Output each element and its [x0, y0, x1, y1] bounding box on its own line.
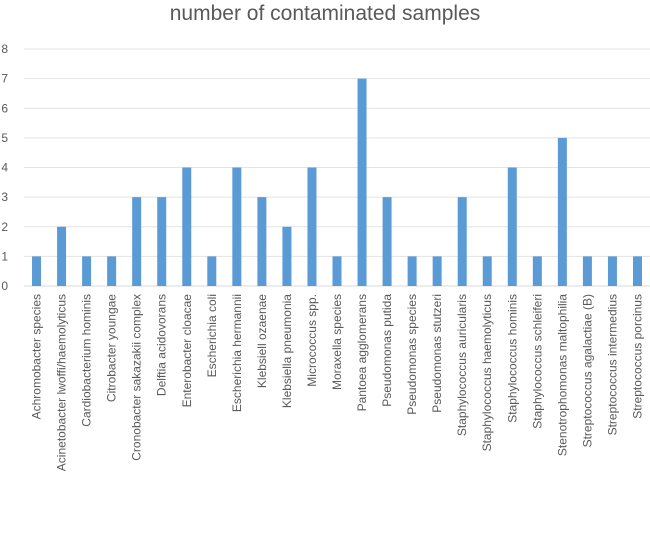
x-tick-label: Acinetobacter lwoffi/haemolyticus	[55, 294, 69, 471]
y-tick-label: 8	[1, 42, 8, 56]
x-tick-label: Citrobacter youngae	[105, 294, 119, 402]
x-axis-labels: Achromobacter species Acinetobacter lwoff…	[30, 294, 645, 472]
x-tick-label: Micrococcus spp.	[305, 294, 319, 387]
bar	[532, 256, 542, 286]
y-tick-label: 1	[1, 249, 8, 263]
y-tick-label: 7	[1, 72, 8, 86]
x-tick-label: Klebsiell ozaenae	[255, 294, 269, 388]
x-tick-label: Delftia acidovorans	[155, 294, 169, 396]
bars	[32, 78, 642, 286]
y-axis-ticks: 0 1 2 3 4 5 6 7 8	[1, 42, 8, 293]
x-tick-label: Streptococcus porcinus	[630, 294, 644, 419]
y-tick-label: 4	[1, 161, 8, 175]
x-tick-label: Streptococcus agalactiae (B)	[580, 294, 594, 447]
bar	[182, 167, 192, 286]
bar	[307, 167, 317, 286]
x-tick-label: Staphylococcus schleiferi	[530, 294, 544, 429]
y-tick-label: 0	[1, 279, 8, 293]
x-tick-label: Cronobacter sakazakii complex	[130, 294, 144, 461]
bar	[357, 78, 367, 286]
bar	[432, 256, 442, 286]
x-tick-label: Staphylococcus haemolyticus	[480, 294, 494, 451]
bar	[607, 256, 617, 286]
y-tick-label: 3	[1, 190, 8, 204]
y-tick-label: 6	[1, 101, 8, 115]
bar	[582, 256, 592, 286]
x-tick-label: Pseudomonas species	[405, 294, 419, 415]
x-tick-label: Klebsiella pneumonia	[280, 294, 294, 408]
x-tick-label: Achromobacter species	[30, 294, 44, 419]
bar	[382, 197, 392, 286]
bar	[232, 167, 242, 286]
y-tick-label: 5	[1, 131, 8, 145]
bar	[282, 226, 292, 286]
bar	[507, 167, 517, 286]
x-tick-label: Staphylococcus hominis	[505, 294, 519, 423]
bar	[82, 256, 92, 286]
bar	[632, 256, 642, 286]
gridlines	[24, 48, 650, 287]
x-tick-label: Pseudomonas stutzeri	[430, 294, 444, 413]
x-tick-label: Cardiobacterium hominis	[80, 294, 94, 427]
x-tick-label: Staphylococcus auricularis	[455, 294, 469, 436]
x-tick-label: Enterobacter cloacae	[180, 294, 194, 408]
bar	[57, 226, 67, 286]
bar	[157, 197, 167, 286]
bar	[407, 256, 417, 286]
x-tick-label: Streptococcus intermedius	[605, 294, 619, 435]
x-tick-label: Escherichia hermannii	[230, 294, 244, 412]
y-tick-label: 2	[1, 220, 8, 234]
x-tick-label: Stenotrophomonas maltophilia	[555, 294, 569, 456]
bar	[207, 256, 217, 286]
chart-title: number of contaminated samples	[169, 2, 481, 25]
bar	[332, 256, 342, 286]
bar	[482, 256, 492, 286]
x-tick-label: Pantoea agglomerans	[355, 294, 369, 411]
x-tick-label: Escherichia coli	[205, 294, 219, 377]
bar	[457, 197, 467, 286]
bar	[257, 197, 267, 286]
bar	[32, 256, 42, 286]
x-tick-label: Pseudomonas putida	[380, 294, 394, 407]
bar	[107, 256, 117, 286]
x-tick-label: Moraxella species	[330, 294, 344, 390]
bar	[132, 197, 142, 286]
bar	[557, 137, 567, 286]
